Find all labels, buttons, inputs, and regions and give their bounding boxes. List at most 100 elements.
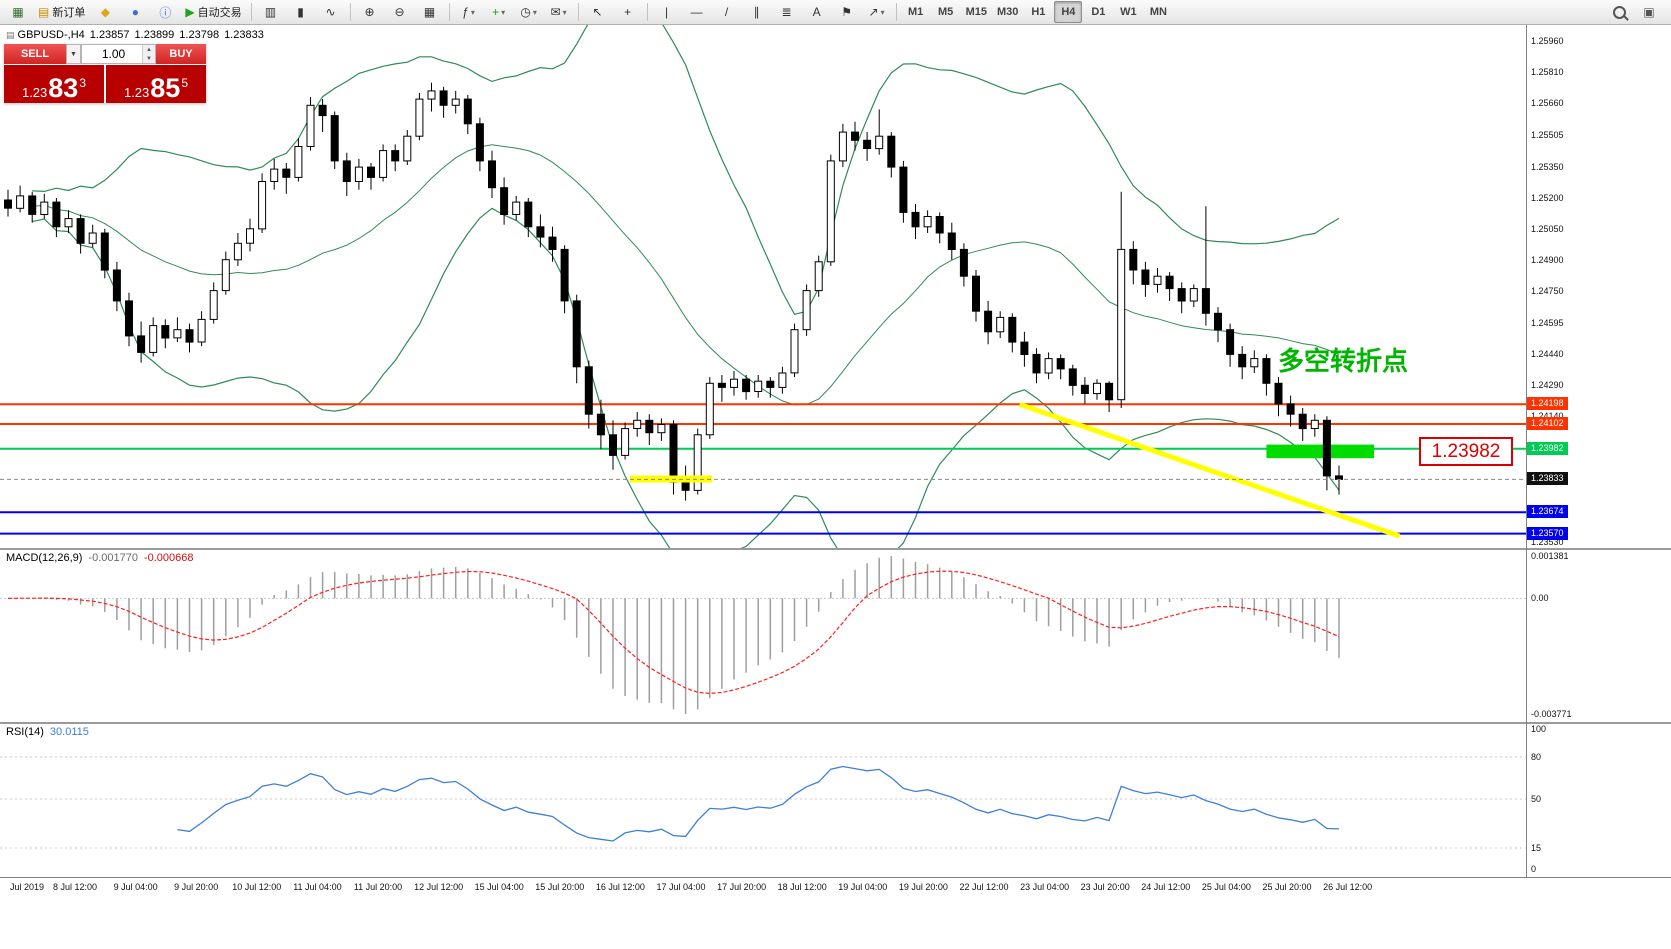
community-button-icon: ● bbox=[131, 5, 139, 19]
channel-button[interactable]: ∥ bbox=[743, 1, 771, 23]
help-button[interactable]: ⓘ bbox=[151, 1, 179, 23]
chart-macd-divider[interactable] bbox=[0, 548, 1671, 550]
vertical-line-button[interactable]: | bbox=[653, 1, 681, 23]
ohlc-open: 1.23857 bbox=[89, 29, 130, 41]
buy-button[interactable]: BUY bbox=[156, 44, 206, 64]
macd-header: MACD(12,26,9) -0.001770 -0.000668 bbox=[6, 552, 194, 564]
turning-point-annotation[interactable]: 多空转折点 bbox=[1278, 347, 1409, 377]
bar-chart-button[interactable]: ▥ bbox=[257, 1, 285, 23]
line-chart-button[interactable]: ∿ bbox=[317, 1, 345, 23]
label-button-icon: ⚑ bbox=[841, 5, 852, 19]
periods-button-icon: ◷ bbox=[520, 5, 531, 19]
one-click-settings-dropdown[interactable]: ▼ bbox=[66, 44, 81, 64]
macd-label: MACD(12,26,9) bbox=[6, 552, 83, 564]
ohlc-close: 1.23833 bbox=[224, 29, 264, 41]
new-order-button[interactable]: ▤ 新订单 bbox=[34, 1, 89, 23]
macd-rsi-divider[interactable] bbox=[0, 722, 1671, 724]
chart-window-button[interactable]: ▣ bbox=[1635, 1, 1663, 23]
buy-price-button[interactable]: 1.23 85 5 bbox=[106, 65, 206, 103]
bar-chart-button-icon: ▥ bbox=[264, 5, 277, 19]
chart-icon: ▤ bbox=[6, 30, 15, 40]
price-axis-tick: 1.23530 bbox=[1531, 536, 1564, 547]
time-axis[interactable]: Jul 2019 8 Jul 12:00 9 Jul 04:00 9 Jul 20:0… bbox=[0, 878, 1671, 904]
rsi-axis-tick: 100 bbox=[1531, 724, 1547, 734]
arrows-button-icon: ↗ bbox=[868, 5, 879, 19]
zoom-in-button[interactable]: ⊕ bbox=[356, 1, 384, 23]
volume-stepper: ▲ ▼ bbox=[142, 45, 155, 63]
price-level-tag: 1.23674 bbox=[1527, 505, 1568, 519]
zoom-out-button[interactable]: ⊖ bbox=[386, 1, 414, 23]
time-axis-label: 9 Jul 20:00 bbox=[174, 882, 219, 892]
price-axis-tick: 1.25350 bbox=[1531, 162, 1564, 173]
macd-signal-value: -0.000668 bbox=[143, 552, 194, 564]
timeframe-m5[interactable]: M5 bbox=[937, 6, 954, 18]
price-axis-tick: 1.25810 bbox=[1531, 67, 1564, 78]
crosshair-button[interactable]: + bbox=[614, 1, 642, 23]
trendline-button-icon: / bbox=[724, 5, 729, 19]
trendline-button[interactable]: / bbox=[713, 1, 741, 23]
macd-main-value: -0.001770 bbox=[88, 552, 138, 564]
new-chart-button[interactable]: ▦ bbox=[4, 1, 32, 23]
cursor-button-icon: ↖ bbox=[592, 5, 603, 19]
templates-button[interactable]: ✉ ▾ bbox=[545, 1, 573, 23]
price-axis-tick: 1.25050 bbox=[1531, 223, 1564, 234]
chevron-down-icon: ▾ bbox=[562, 7, 567, 17]
yellow-trend-line[interactable] bbox=[1018, 401, 1401, 539]
macd-axis-tick: 0.00 bbox=[1531, 593, 1549, 604]
time-axis-label: 11 Jul 04:00 bbox=[293, 882, 342, 892]
timeframe-mn[interactable]: MN bbox=[1149, 6, 1167, 18]
main-toolbar: ▦ ▤ 新订单 ◆ ● ⓘ ▶ 自动交易 ▥ ▮ ∿ ⊕ ⊖ ▦ ƒ ▾ + ▾ ◷ ▾ ✉ ▾ ↖ + | — / ∥ ≣ A ⚑ ↗ ▾ M… bbox=[0, 0, 1671, 25]
help-button-icon: ⓘ bbox=[159, 5, 172, 20]
symbol-search-button[interactable] bbox=[1605, 1, 1633, 23]
rsi-panel[interactable] bbox=[0, 724, 1526, 875]
periods-button[interactable]: ◷ ▾ bbox=[515, 1, 543, 23]
volume-down-button[interactable]: ▼ bbox=[143, 54, 155, 63]
arrows-button[interactable]: ↗ ▾ bbox=[863, 1, 891, 23]
cursor-button[interactable]: ↖ bbox=[584, 1, 612, 23]
sell-button[interactable]: SELL bbox=[4, 44, 66, 64]
fibonacci-button[interactable]: ≣ bbox=[773, 1, 801, 23]
timeframe-m1[interactable]: M1 bbox=[907, 6, 924, 18]
toolbar-separator bbox=[895, 3, 897, 21]
price-axis-tick: 1.25200 bbox=[1531, 192, 1564, 203]
price-axis-tick: 1.24900 bbox=[1531, 254, 1564, 265]
timeframe-h4[interactable]: H4 bbox=[1054, 1, 1083, 23]
chevron-down-icon: ▾ bbox=[532, 7, 537, 17]
autotrading-button-label: 自动交易 bbox=[197, 7, 242, 19]
autotrading-button[interactable]: ▶ 自动交易 bbox=[181, 1, 245, 23]
candles bbox=[4, 82, 1343, 501]
price-axis-tick: 1.25505 bbox=[1531, 130, 1564, 141]
indicators-button[interactable]: ƒ ▾ bbox=[455, 1, 483, 23]
horizontal-line-button[interactable]: — bbox=[683, 1, 711, 23]
rsi-axis-tick: 15 bbox=[1531, 843, 1542, 853]
tile-windows-button-icon: ▦ bbox=[423, 5, 436, 19]
sell-price-button[interactable]: 1.23 83 3 bbox=[4, 65, 104, 103]
timeframe-d1[interactable]: D1 bbox=[1091, 6, 1106, 18]
timeframe-m15[interactable]: M15 bbox=[965, 6, 987, 18]
toolbar-right: ▣ bbox=[1604, 1, 1664, 23]
volume-input[interactable] bbox=[82, 45, 155, 63]
line-chart-button-icon: ∿ bbox=[325, 5, 336, 19]
text-button[interactable]: A bbox=[803, 1, 831, 23]
label-button[interactable]: ⚑ bbox=[833, 1, 861, 23]
price-axis-tick: 1.24290 bbox=[1531, 380, 1564, 391]
zoom-in-button-icon: ⊕ bbox=[364, 5, 375, 19]
macd-panel[interactable] bbox=[0, 550, 1526, 720]
candlestick-chart-button[interactable]: ▮ bbox=[287, 1, 315, 23]
time-axis-label: 8 Jul 12:00 bbox=[52, 882, 98, 892]
green-highlight-box[interactable] bbox=[1266, 444, 1375, 459]
symbol-period: GBPUSD-,H4 bbox=[17, 29, 85, 41]
community-button[interactable]: ● bbox=[121, 1, 149, 23]
horizontal-lines[interactable] bbox=[0, 403, 1526, 535]
add-indicator-button[interactable]: + ▾ bbox=[485, 1, 513, 23]
price-chart-canvas[interactable] bbox=[0, 25, 1526, 548]
timeframe-m30[interactable]: M30 bbox=[996, 6, 1019, 18]
metaquotes-button[interactable]: ◆ bbox=[91, 1, 119, 23]
price-callout-box[interactable]: 1.23982 bbox=[1419, 437, 1513, 466]
volume-up-button[interactable]: ▲ bbox=[143, 45, 155, 54]
tile-windows-button[interactable]: ▦ bbox=[416, 1, 444, 23]
timeframe-h1[interactable]: H1 bbox=[1031, 6, 1046, 18]
time-axis-label: 12 Jul 12:00 bbox=[414, 882, 464, 892]
timeframe-w1[interactable]: W1 bbox=[1120, 6, 1137, 18]
